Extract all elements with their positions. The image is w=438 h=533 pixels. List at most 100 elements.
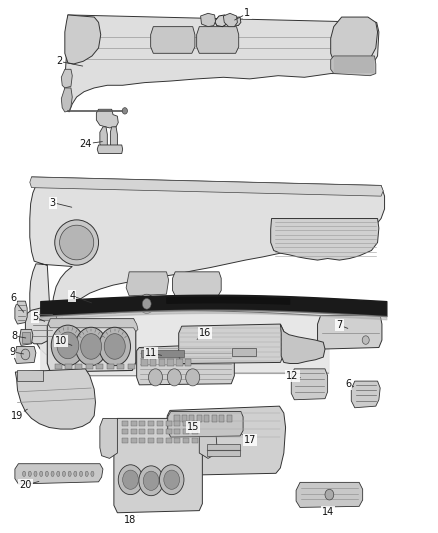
FancyBboxPatch shape [167, 359, 174, 366]
Circle shape [99, 327, 131, 366]
Circle shape [21, 349, 30, 360]
Polygon shape [96, 109, 118, 128]
FancyBboxPatch shape [86, 364, 93, 369]
Ellipse shape [91, 471, 94, 477]
Polygon shape [15, 464, 103, 484]
FancyBboxPatch shape [122, 438, 128, 443]
FancyBboxPatch shape [183, 429, 189, 434]
Ellipse shape [28, 471, 32, 477]
FancyBboxPatch shape [141, 359, 148, 366]
FancyBboxPatch shape [192, 429, 198, 434]
Polygon shape [65, 308, 68, 313]
Circle shape [51, 325, 85, 366]
Polygon shape [60, 308, 64, 313]
Text: 20: 20 [19, 480, 39, 490]
Polygon shape [291, 369, 328, 400]
Circle shape [164, 470, 180, 489]
FancyBboxPatch shape [148, 438, 154, 443]
FancyBboxPatch shape [166, 421, 172, 426]
Circle shape [167, 369, 181, 386]
FancyBboxPatch shape [148, 429, 154, 434]
Text: 8: 8 [11, 331, 26, 341]
Polygon shape [15, 301, 27, 324]
Polygon shape [351, 381, 380, 408]
FancyBboxPatch shape [174, 421, 180, 426]
Text: 14: 14 [321, 507, 334, 516]
Polygon shape [223, 13, 237, 27]
Polygon shape [113, 308, 116, 313]
Polygon shape [110, 127, 117, 148]
Circle shape [139, 466, 163, 496]
Polygon shape [69, 308, 72, 313]
FancyBboxPatch shape [157, 421, 163, 426]
Text: 4: 4 [69, 291, 92, 303]
Circle shape [57, 332, 79, 359]
FancyBboxPatch shape [96, 364, 103, 369]
Text: 9: 9 [9, 347, 24, 357]
Text: 7: 7 [336, 320, 348, 330]
Ellipse shape [60, 225, 94, 260]
Polygon shape [104, 308, 107, 313]
FancyBboxPatch shape [182, 415, 187, 422]
FancyBboxPatch shape [17, 370, 43, 381]
Polygon shape [168, 411, 243, 437]
Text: 6: 6 [345, 379, 353, 389]
Polygon shape [296, 482, 363, 507]
Circle shape [104, 334, 125, 359]
Text: 24: 24 [79, 139, 102, 149]
FancyBboxPatch shape [122, 421, 128, 426]
Polygon shape [48, 319, 138, 332]
Polygon shape [280, 324, 325, 364]
Text: 16: 16 [197, 328, 211, 340]
Polygon shape [271, 219, 379, 260]
FancyBboxPatch shape [150, 359, 156, 366]
Polygon shape [56, 308, 59, 313]
Text: 19: 19 [11, 409, 28, 421]
FancyBboxPatch shape [212, 415, 217, 422]
Ellipse shape [80, 471, 83, 477]
FancyBboxPatch shape [204, 415, 209, 422]
Polygon shape [95, 308, 99, 313]
Polygon shape [65, 15, 101, 64]
FancyBboxPatch shape [189, 415, 194, 422]
Text: 5: 5 [32, 312, 45, 322]
Ellipse shape [39, 471, 43, 477]
FancyBboxPatch shape [227, 415, 232, 422]
Polygon shape [61, 88, 72, 112]
FancyBboxPatch shape [75, 364, 82, 369]
Polygon shape [14, 346, 36, 364]
Ellipse shape [55, 220, 99, 265]
FancyBboxPatch shape [176, 359, 183, 366]
Circle shape [325, 489, 334, 500]
FancyBboxPatch shape [55, 364, 62, 369]
Polygon shape [47, 308, 50, 313]
FancyBboxPatch shape [166, 429, 172, 434]
FancyBboxPatch shape [192, 438, 198, 443]
Ellipse shape [23, 471, 25, 477]
FancyBboxPatch shape [107, 364, 114, 369]
Ellipse shape [63, 471, 66, 477]
Polygon shape [166, 406, 286, 475]
FancyBboxPatch shape [159, 359, 165, 366]
Circle shape [139, 294, 155, 313]
FancyBboxPatch shape [183, 438, 189, 443]
Polygon shape [137, 344, 234, 385]
Text: 18: 18 [124, 515, 138, 524]
Polygon shape [331, 17, 378, 68]
Polygon shape [97, 145, 123, 154]
Ellipse shape [85, 471, 88, 477]
Polygon shape [199, 418, 217, 458]
Polygon shape [179, 324, 284, 364]
FancyBboxPatch shape [197, 415, 202, 422]
Circle shape [142, 298, 151, 309]
FancyBboxPatch shape [183, 421, 189, 426]
Circle shape [118, 465, 143, 495]
Circle shape [159, 465, 184, 495]
FancyBboxPatch shape [22, 332, 30, 343]
Polygon shape [100, 127, 107, 148]
Ellipse shape [34, 471, 37, 477]
FancyBboxPatch shape [174, 429, 180, 434]
Circle shape [148, 369, 162, 386]
FancyBboxPatch shape [128, 364, 135, 369]
Text: 3: 3 [49, 198, 72, 207]
